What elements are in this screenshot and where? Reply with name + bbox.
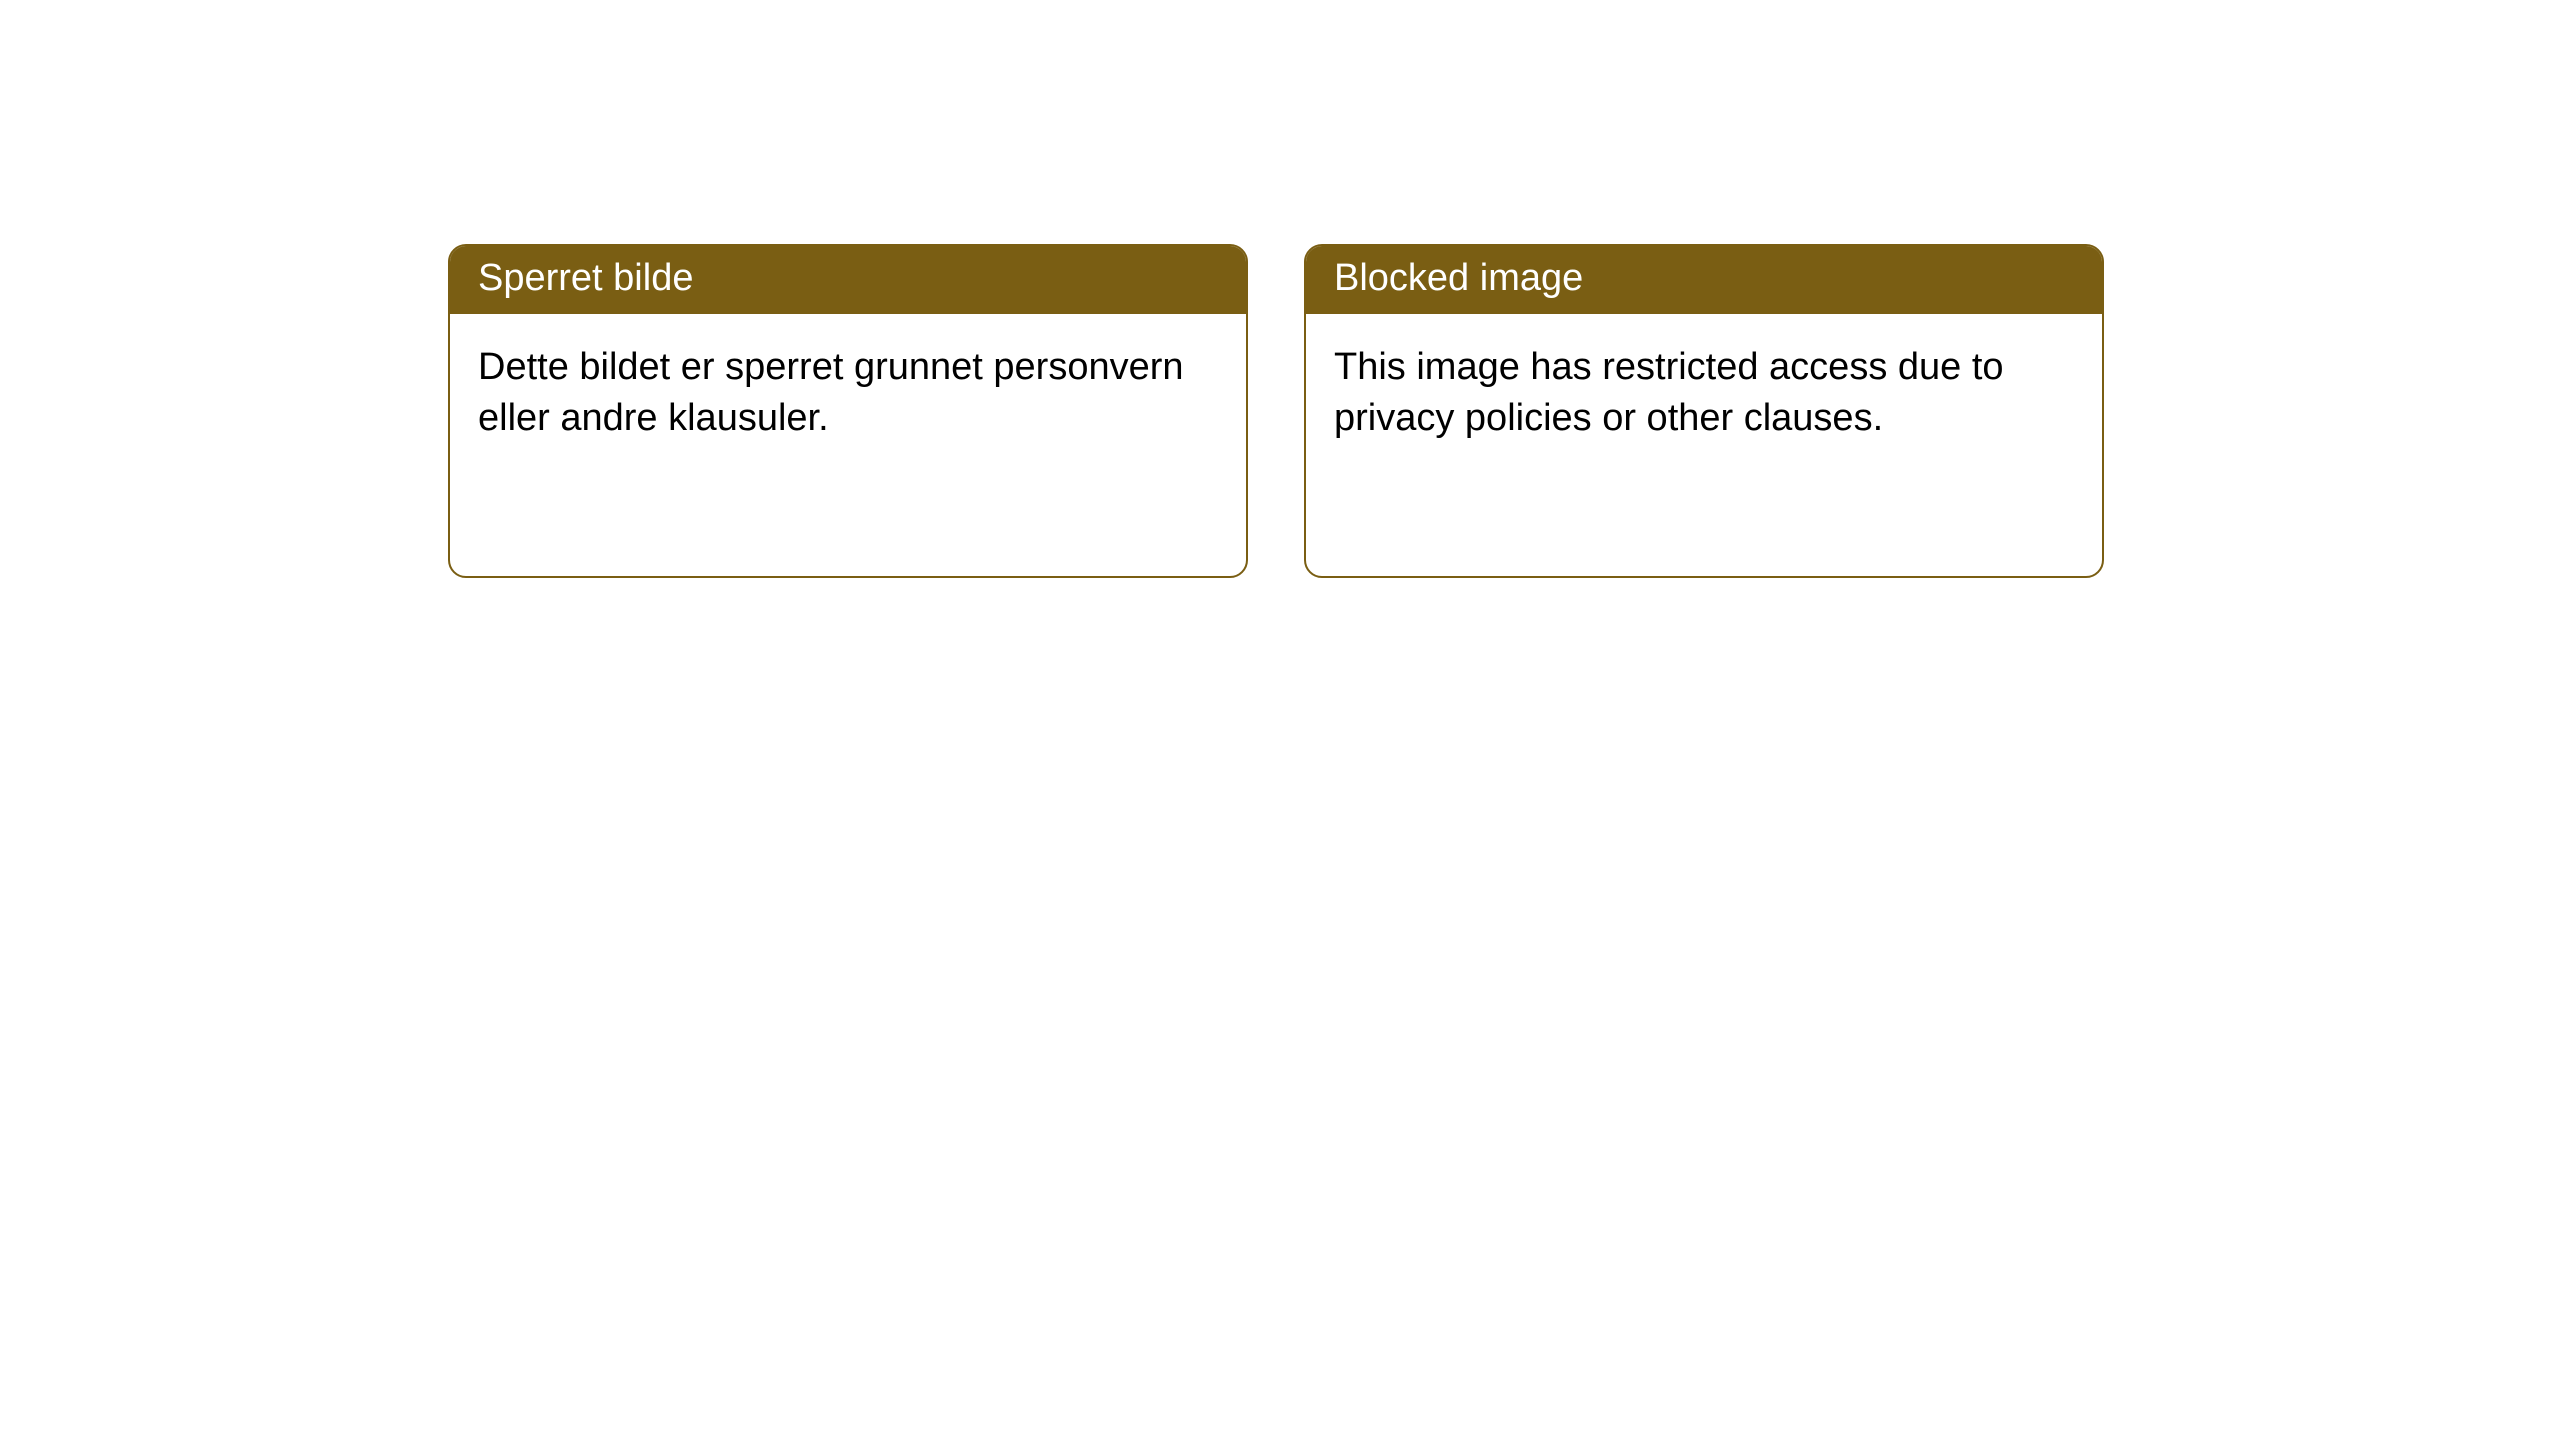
- notice-body-no: Dette bildet er sperret grunnet personve…: [450, 314, 1246, 445]
- notice-container: Sperret bilde Dette bildet er sperret gr…: [0, 0, 2560, 578]
- notice-title-en: Blocked image: [1306, 246, 2102, 314]
- notice-card-en: Blocked image This image has restricted …: [1304, 244, 2104, 578]
- notice-body-en: This image has restricted access due to …: [1306, 314, 2102, 445]
- notice-title-no: Sperret bilde: [450, 246, 1246, 314]
- notice-card-no: Sperret bilde Dette bildet er sperret gr…: [448, 244, 1248, 578]
